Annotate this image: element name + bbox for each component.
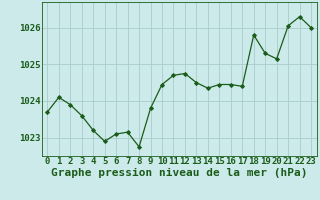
X-axis label: Graphe pression niveau de la mer (hPa): Graphe pression niveau de la mer (hPa)	[51, 168, 308, 178]
